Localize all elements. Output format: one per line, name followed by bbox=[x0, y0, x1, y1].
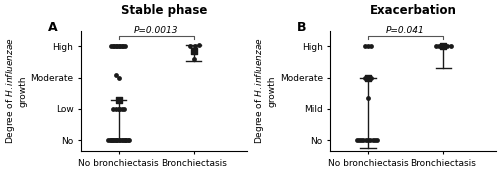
Y-axis label: Degree of $\it{H. influenzae}$
growth: Degree of $\it{H. influenzae}$ growth bbox=[254, 37, 277, 144]
Point bbox=[364, 97, 372, 99]
Point bbox=[114, 139, 122, 142]
Point bbox=[432, 45, 440, 48]
Point bbox=[364, 76, 372, 79]
Point bbox=[116, 45, 124, 48]
Point bbox=[125, 139, 133, 142]
Y-axis label: Degree of $\it{H. influenzae}$
growth: Degree of $\it{H. influenzae}$ growth bbox=[4, 37, 28, 144]
Point bbox=[106, 139, 114, 142]
Point bbox=[114, 108, 122, 110]
Point bbox=[107, 139, 115, 142]
Point bbox=[190, 50, 198, 52]
Point bbox=[116, 139, 124, 142]
Text: A: A bbox=[48, 21, 58, 34]
Point bbox=[361, 76, 369, 79]
Point bbox=[112, 108, 120, 110]
Point bbox=[443, 45, 451, 48]
Point bbox=[114, 108, 122, 110]
Point bbox=[371, 139, 379, 142]
Point bbox=[112, 139, 120, 142]
Point bbox=[110, 45, 118, 48]
Point bbox=[352, 139, 360, 142]
Point bbox=[195, 44, 203, 46]
Point bbox=[439, 45, 447, 48]
Point bbox=[119, 139, 127, 142]
Point bbox=[110, 139, 118, 142]
Point bbox=[118, 139, 126, 142]
Text: P=0.041: P=0.041 bbox=[386, 26, 425, 35]
Point bbox=[114, 45, 122, 48]
Point bbox=[120, 45, 128, 48]
Point bbox=[446, 45, 454, 48]
Point bbox=[118, 108, 126, 110]
Point bbox=[113, 45, 121, 48]
Point bbox=[112, 139, 120, 142]
Point bbox=[364, 139, 372, 142]
Point bbox=[112, 73, 120, 76]
Point bbox=[364, 76, 372, 79]
Point bbox=[120, 108, 128, 110]
Point bbox=[114, 76, 122, 79]
Point bbox=[367, 76, 375, 79]
Title: Stable phase: Stable phase bbox=[120, 4, 207, 17]
Point bbox=[110, 108, 118, 110]
Title: Exacerbation: Exacerbation bbox=[370, 4, 456, 17]
Point bbox=[108, 139, 116, 142]
Point bbox=[362, 139, 370, 142]
Point bbox=[104, 139, 112, 142]
Point bbox=[360, 139, 368, 142]
Point bbox=[357, 139, 365, 142]
Point bbox=[122, 139, 130, 142]
Point bbox=[120, 139, 128, 142]
Point bbox=[124, 139, 132, 142]
Point bbox=[190, 58, 198, 60]
Point bbox=[436, 45, 444, 48]
Point bbox=[439, 45, 447, 48]
Point bbox=[364, 45, 372, 48]
Point bbox=[108, 45, 116, 48]
Point bbox=[112, 45, 120, 48]
Point bbox=[107, 45, 115, 48]
Point bbox=[355, 139, 363, 142]
Point bbox=[373, 139, 381, 142]
Point bbox=[366, 139, 374, 142]
Point bbox=[108, 139, 116, 142]
Text: B: B bbox=[298, 21, 307, 34]
Point bbox=[186, 45, 194, 48]
Point bbox=[367, 45, 375, 48]
Point bbox=[361, 45, 369, 48]
Point bbox=[368, 139, 376, 142]
Point bbox=[119, 45, 127, 48]
Point bbox=[114, 98, 122, 101]
Point bbox=[113, 139, 121, 142]
Point bbox=[122, 139, 130, 142]
Point bbox=[118, 45, 126, 48]
Point bbox=[192, 45, 200, 48]
Text: P=0.0013: P=0.0013 bbox=[134, 26, 178, 35]
